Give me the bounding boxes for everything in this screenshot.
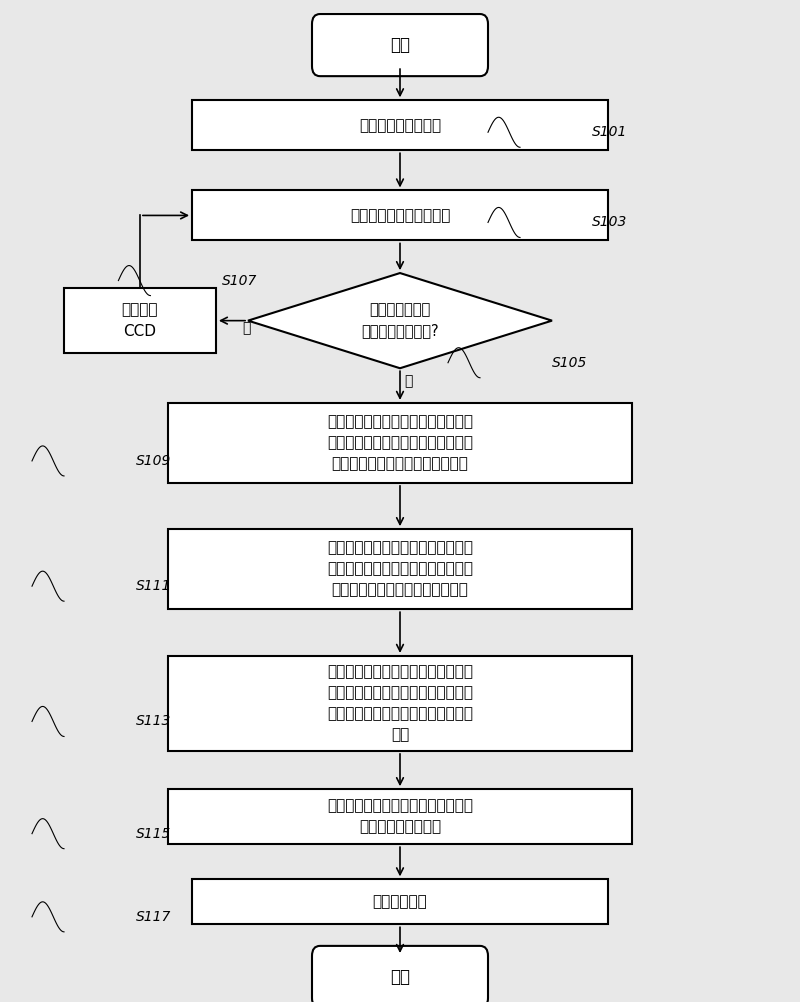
Text: S115: S115 (136, 827, 171, 841)
Text: S107: S107 (222, 274, 258, 288)
Text: 否: 否 (242, 322, 250, 336)
Text: S105: S105 (552, 356, 587, 370)
Text: 初始化硬度检测机台: 初始化硬度检测机台 (359, 118, 441, 132)
Text: 结束: 结束 (390, 968, 410, 986)
FancyBboxPatch shape (168, 790, 632, 844)
FancyBboxPatch shape (192, 880, 608, 924)
Text: 根据每一条压痕对角线的两个角点之
间水平或垂直分布的像素数目及像素
的参考解析度计算两条压痕对角线的
长度: 根据每一条压痕对角线的两个角点之 间水平或垂直分布的像素数目及像素 的参考解析度… (327, 664, 473, 742)
Text: S117: S117 (136, 910, 171, 924)
FancyBboxPatch shape (168, 403, 632, 483)
Text: S111: S111 (136, 579, 171, 593)
FancyBboxPatch shape (192, 100, 608, 150)
Text: S109: S109 (136, 454, 171, 468)
Text: 提示调整
CCD: 提示调整 CCD (122, 303, 158, 339)
Text: S101: S101 (592, 125, 627, 139)
Text: 是: 是 (404, 374, 412, 388)
FancyBboxPatch shape (192, 190, 608, 240)
Text: 开始: 开始 (390, 36, 410, 54)
Text: 输出测试结果: 输出测试结果 (373, 895, 427, 909)
FancyBboxPatch shape (312, 14, 488, 76)
FancyBboxPatch shape (64, 288, 216, 354)
FancyBboxPatch shape (312, 946, 488, 1002)
Text: S103: S103 (592, 215, 627, 229)
Text: 两条压痕对角线
是否为水平或垂直?: 两条压痕对角线 是否为水平或垂直? (361, 303, 439, 339)
Text: 分析压痕图像中像素的梯度值，并根
据两条压痕对角线四个角点的坐标关
系查找两条压痕对角线的四个角点: 分析压痕图像中像素的梯度值，并根 据两条压痕对角线四个角点的坐标关 系查找两条压… (327, 541, 473, 597)
Text: 根据该两条压痕对角线的长度计算得
到该材料的维氏硬度: 根据该两条压痕对角线的长度计算得 到该材料的维氏硬度 (327, 799, 473, 835)
Text: 获取材料表面的压痕图像: 获取材料表面的压痕图像 (350, 208, 450, 222)
Text: 根据两条压痕对角线的参考长度及该
参考长度在所述压痕图像中所占的像
素数目计算得到像素的参考解析度: 根据两条压痕对角线的参考长度及该 参考长度在所述压痕图像中所占的像 素数目计算得… (327, 415, 473, 471)
Polygon shape (248, 274, 552, 368)
FancyBboxPatch shape (168, 655, 632, 752)
FancyBboxPatch shape (168, 529, 632, 609)
Text: S113: S113 (136, 714, 171, 728)
